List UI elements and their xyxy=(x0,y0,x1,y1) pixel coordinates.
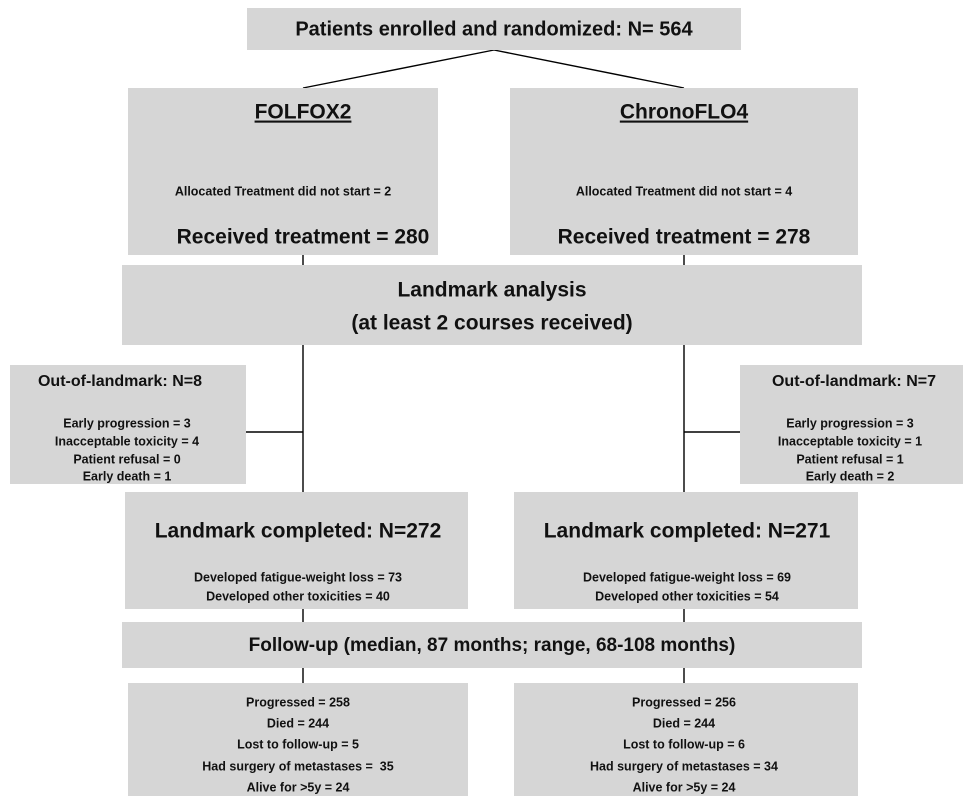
arm-title: FOLFOX2 xyxy=(255,101,352,124)
outcome-item: Lost to follow-up = 5 xyxy=(237,737,359,751)
outcome-item: Had surgery of metastases = 34 xyxy=(590,759,778,773)
out-of-landmark-box xyxy=(740,365,963,484)
outcome-item: Progressed = 256 xyxy=(632,695,736,709)
completed-item: Developed fatigue-weight loss = 73 xyxy=(194,570,402,584)
arm-box xyxy=(510,88,858,255)
landmark-box xyxy=(122,265,862,345)
out-item: Early progression = 3 xyxy=(63,416,191,430)
outcome-item: Alive for >5y = 24 xyxy=(247,780,350,794)
completed-title: Landmark completed: N=272 xyxy=(155,520,442,543)
followup-title: Follow-up (median, 87 months; range, 68-… xyxy=(249,635,736,656)
out-of-landmark-box xyxy=(10,365,246,484)
outcome-item: Progressed = 258 xyxy=(246,695,350,709)
completed-item: Developed fatigue-weight loss = 69 xyxy=(583,570,791,584)
outcome-box xyxy=(128,683,468,796)
arm-title: ChronoFLO4 xyxy=(620,101,749,124)
outcome-item: Had surgery of metastases = 35 xyxy=(202,759,393,773)
arm-received: Received treatment = 278 xyxy=(558,226,811,249)
out-item: Patient refusal = 1 xyxy=(796,452,903,466)
arm-not-started: Allocated Treatment did not start = 4 xyxy=(576,184,792,198)
out-item: Early death = 1 xyxy=(83,469,172,483)
outcome-item: Alive for >5y = 24 xyxy=(633,780,736,794)
header-title: Patients enrolled and randomized: N= 564 xyxy=(295,18,693,40)
arm-box xyxy=(128,88,438,255)
completed-title: Landmark completed: N=271 xyxy=(544,520,831,543)
out-title: Out-of-landmark: N=8 xyxy=(38,373,202,390)
landmark-line: Landmark analysis xyxy=(397,279,586,302)
out-item: Patient refusal = 0 xyxy=(73,452,180,466)
completed-box xyxy=(514,492,858,609)
connector xyxy=(493,49,685,89)
header-box xyxy=(247,8,741,50)
out-item: Early death = 2 xyxy=(806,469,895,483)
connectors xyxy=(246,49,740,683)
arm-received: Received treatment = 280 xyxy=(177,226,430,249)
out-item: Inacceptable toxicity = 1 xyxy=(778,434,922,448)
completed-box xyxy=(125,492,468,609)
out-title: Out-of-landmark: N=7 xyxy=(772,373,936,390)
outcome-item: Lost to follow-up = 6 xyxy=(623,737,745,751)
outcome-item: Died = 244 xyxy=(653,716,715,730)
arm-not-started: Allocated Treatment did not start = 2 xyxy=(175,184,391,198)
followup-box xyxy=(122,622,862,668)
connector xyxy=(302,49,495,89)
outcome-box xyxy=(514,683,858,796)
landmark-line: (at least 2 courses received) xyxy=(351,312,632,335)
out-item: Inacceptable toxicity = 4 xyxy=(55,434,199,448)
outcome-item: Died = 244 xyxy=(267,716,329,730)
completed-item: Developed other toxicities = 40 xyxy=(206,589,390,603)
out-item: Early progression = 3 xyxy=(786,416,914,430)
completed-item: Developed other toxicities = 54 xyxy=(595,589,779,603)
